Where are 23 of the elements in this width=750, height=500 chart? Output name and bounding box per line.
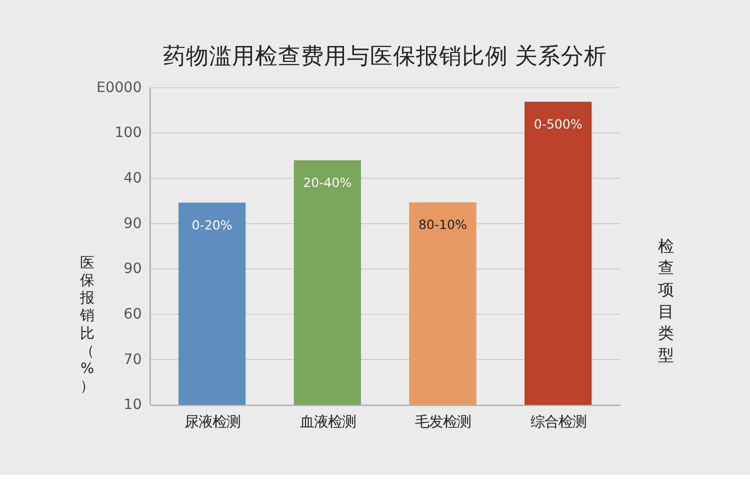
annotation: 0-20% <box>192 218 232 232</box>
text: 90 <box>124 216 142 232</box>
y-axis-title: 医保报销比（%） <box>79 255 94 395</box>
text: 10 <box>124 397 142 414</box>
bar <box>294 160 361 405</box>
text: 40 <box>124 170 142 187</box>
text: 70 <box>124 352 142 368</box>
text: 90 <box>124 261 142 278</box>
annotation: 80-10% <box>418 217 468 232</box>
annotation: 20-40% <box>303 175 352 190</box>
bar <box>524 102 592 405</box>
x-tick-label: 尿液检测 <box>184 414 240 430</box>
x-tick-label: 毛发检测 <box>415 414 472 430</box>
x-tick-label: 血液检测 <box>300 414 356 430</box>
annotation: 0-500% <box>534 116 582 132</box>
bar <box>409 202 476 405</box>
chart-title: 药物滥用检查费用与医保报销比例 关系分析 <box>162 43 608 70</box>
y2-axis-title: 检查项目类型 <box>658 236 674 364</box>
text: 100 <box>114 125 142 142</box>
bar <box>178 202 246 405</box>
text: E0000 <box>96 80 142 96</box>
x-tick-label: 综合检测 <box>530 414 587 430</box>
text: 60 <box>124 306 142 322</box>
